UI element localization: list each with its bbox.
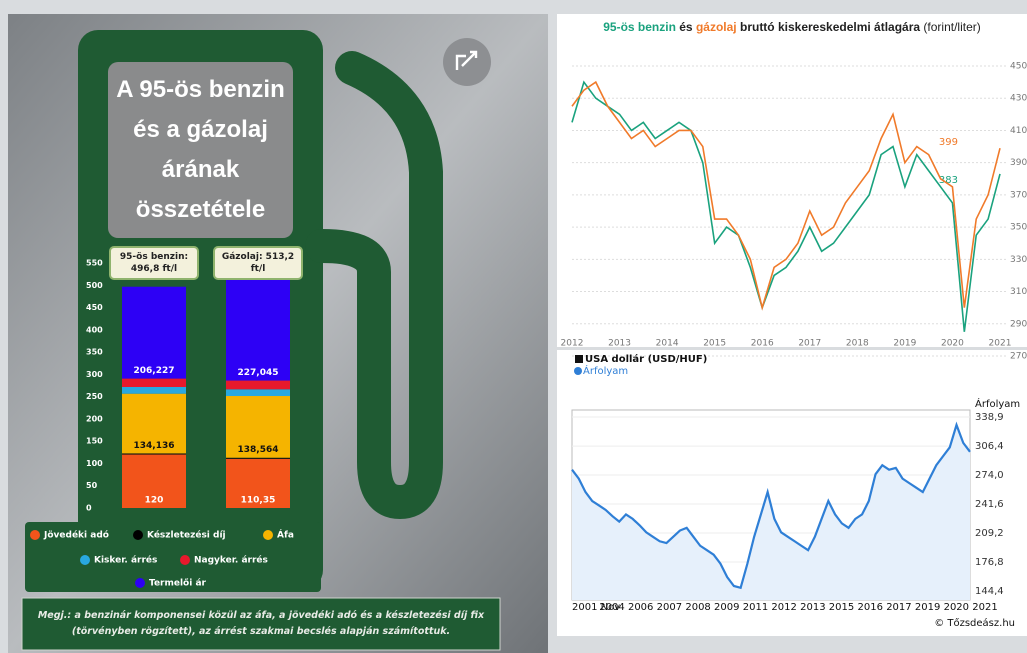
y-tick-label: 550: [86, 259, 103, 268]
x-tick-label: 2008: [685, 602, 710, 613]
legend-label: Készletezési díj: [147, 530, 226, 541]
bar-segment: [122, 387, 186, 394]
x-tick-label: 2014: [656, 339, 679, 349]
x-tick-label: 2019: [893, 339, 916, 349]
chart-title: bruttó kiskereskedelmi átlagára: [740, 20, 920, 34]
y-tick-label: 450: [86, 303, 103, 312]
legend-label: Nagyker. árrés: [194, 555, 268, 566]
bar-segment: [122, 287, 186, 379]
legend-entry: gázolaj: [696, 20, 737, 34]
x-tick-label: 2016: [858, 602, 883, 613]
end-label: 399: [939, 137, 958, 148]
bar-segment: [122, 453, 186, 454]
value-label: 120: [145, 496, 164, 506]
x-tick-label: 2011: [743, 602, 768, 613]
category-label: Gázolaj: 513,2 ft/l: [213, 246, 303, 280]
x-tick-label: 2013: [800, 602, 825, 613]
x-tick-label: 2013: [608, 339, 631, 349]
legend-label: Jövedéki adó: [43, 530, 109, 541]
y-tick-label: 430: [1010, 94, 1027, 104]
x-tick-label: 2006: [628, 602, 653, 613]
legend-swatch: [135, 578, 145, 588]
x-tick-label: 2009: [714, 602, 739, 613]
legend-label: Árfolyam: [583, 364, 628, 377]
x-tick-label: 2004: [599, 602, 624, 613]
y-tick-label: 330: [1010, 255, 1027, 265]
legend-swatch: [575, 355, 583, 363]
y-tick-label: 310: [1010, 287, 1027, 297]
line-chart-title: 95-ös benzin és gázolaj bruttó kiskeresk…: [557, 20, 1027, 34]
y-tick-label: 338,9: [975, 412, 1004, 423]
bar-segment: [226, 381, 290, 390]
y-tick-label: 150: [86, 437, 103, 446]
legend-swatch: [30, 530, 40, 540]
y-tick-label: 370: [1010, 190, 1027, 200]
bar-segment: [226, 458, 290, 459]
y-tick-label: 209,2: [975, 528, 1004, 539]
y-tick-label: 350: [86, 348, 103, 357]
y-tick-label: 50: [86, 481, 98, 490]
y-tick-label: 144,4: [975, 586, 1004, 597]
x-tick-label: 2015: [703, 339, 726, 349]
value-label: 138,564: [238, 445, 279, 455]
x-tick-label: 2017: [886, 602, 911, 613]
x-tick-label: 2015: [829, 602, 854, 613]
unit: (forint/liter): [923, 20, 980, 34]
y-tick-label: 0: [86, 504, 92, 513]
y-tick-label: 290: [1010, 319, 1027, 329]
y-tick-label: 500: [86, 281, 103, 290]
y-tick-label: 250: [86, 392, 103, 401]
category-label: 95-ös benzin: 496,8 ft/l: [109, 246, 199, 280]
legend-swatch: [574, 367, 582, 375]
x-tick-label: 2016: [751, 339, 774, 349]
y-tick-label: 306,4: [975, 441, 1004, 452]
legend-swatch: [133, 530, 143, 540]
y-tick-label: 200: [86, 414, 103, 423]
x-tick-label: 2021: [972, 602, 997, 613]
y-tick-label: 400: [86, 325, 103, 334]
y-tick-label: 390: [1010, 158, 1027, 168]
page: 0 50 100 150 200 250 300 350 400 450 500 550 120 134,…: [0, 0, 1027, 653]
bar-segment: [122, 379, 186, 387]
x-tick-label: 2019: [915, 602, 940, 613]
x-tick-label: 2020: [944, 602, 969, 613]
x-tick-label: 2007: [657, 602, 682, 613]
legend-swatch: [180, 555, 190, 565]
y-tick-label: 270: [1010, 352, 1027, 362]
legend-entry: 95-ös benzin: [603, 20, 676, 34]
bar-segment: [226, 279, 290, 380]
value-label: 227,045: [238, 368, 279, 378]
title-joiner: és: [679, 20, 692, 34]
y-tick-label: 176,8: [975, 557, 1004, 568]
legend-swatch: [263, 530, 273, 540]
y-tick-label: 274,0: [975, 470, 1004, 481]
y-tick-label: 100: [86, 459, 103, 468]
x-tick-label: 2012: [771, 602, 796, 613]
y-tick-label: 300: [86, 370, 103, 379]
chart-title: USA dollár (USD/HUF): [585, 353, 707, 365]
y-tick-label: 450: [1010, 62, 1027, 72]
legend-label: Termelői ár: [149, 579, 207, 589]
y-tick-label: 241,6: [975, 499, 1004, 510]
infographic-title: A 95-ös benzin és a gázolaj árának össze…: [108, 62, 293, 238]
bar-segment: [226, 389, 290, 396]
value-label: 206,227: [134, 366, 175, 376]
note: Megj.: a benzinár komponensei közül az á…: [25, 600, 497, 648]
legend-label: Áfa: [277, 529, 294, 541]
x-tick-label: 2020: [941, 339, 964, 349]
value-label: 110,35: [241, 496, 276, 506]
x-tick-label: 2018: [846, 339, 869, 349]
y-tick-label: 410: [1010, 126, 1027, 136]
source: © Tőzsdeász.hu: [934, 617, 1015, 629]
legend-label: Kisker. árrés: [94, 555, 157, 566]
x-tick-label: 2017: [798, 339, 821, 349]
y-axis-label: Árfolyam: [975, 397, 1020, 410]
x-tick-label: 2021: [989, 339, 1012, 349]
x-tick-label: 2012: [561, 339, 584, 349]
value-label: 134,136: [134, 441, 175, 451]
y-tick-label: 350: [1010, 223, 1027, 233]
legend-swatch: [80, 555, 90, 565]
